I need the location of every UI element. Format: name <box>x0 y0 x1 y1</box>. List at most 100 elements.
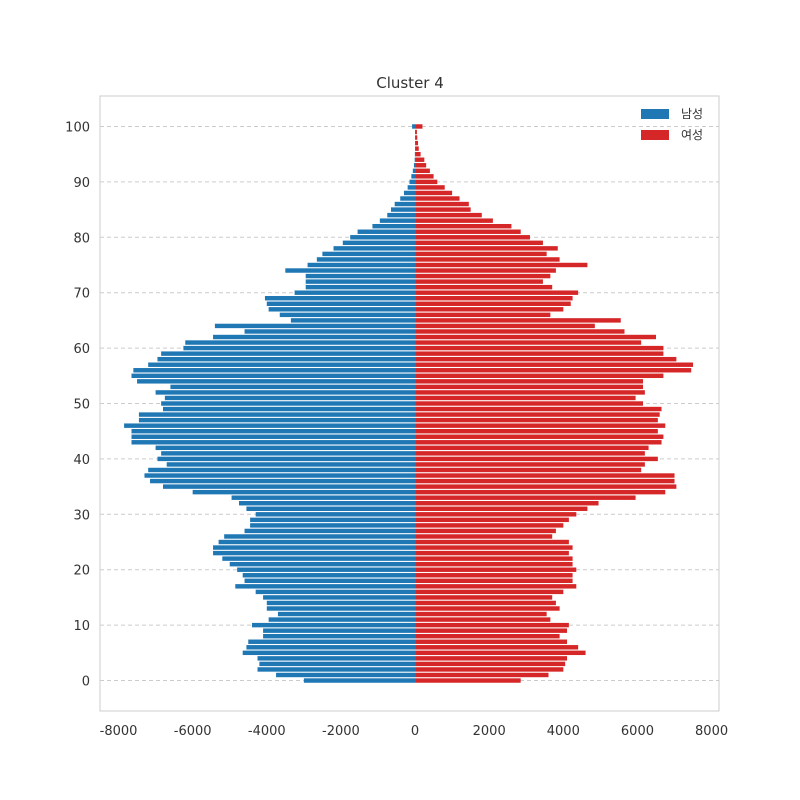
y-tick-label: 50 <box>73 398 90 413</box>
bar-male-29 <box>250 517 416 523</box>
bar-female-62 <box>415 334 656 340</box>
bar-female-22 <box>415 556 573 561</box>
y-axis-ticks: 0 10 20 30 40 50 60 70 80 90 100 <box>65 120 90 689</box>
bar-male-40 <box>157 456 416 462</box>
bar-male-11 <box>268 617 416 622</box>
bar-male-20 <box>237 567 416 572</box>
bar-male-1 <box>276 672 416 678</box>
bar-female-73 <box>415 273 551 279</box>
legend-label-female: 여성 <box>681 128 703 142</box>
bar-female-41 <box>415 451 645 456</box>
bar-male-9 <box>263 628 416 633</box>
bar-male-83 <box>379 218 416 223</box>
bar-female-21 <box>415 561 573 567</box>
bar-female-45 <box>415 428 658 434</box>
bar-female-39 <box>415 462 645 467</box>
bar-female-1 <box>415 672 549 678</box>
bar-female-100 <box>415 124 423 129</box>
bar-female-79 <box>415 240 543 246</box>
bar-female-12 <box>415 611 547 617</box>
y-tick-label: 70 <box>73 287 90 302</box>
bar-male-6 <box>246 645 416 650</box>
bar-male-67 <box>268 307 416 312</box>
bar-female-4 <box>415 656 568 661</box>
bar-female-37 <box>415 473 675 478</box>
bar-female-7 <box>415 639 568 644</box>
bar-male-35 <box>163 484 416 489</box>
y-tick-label: 30 <box>73 508 90 523</box>
bar-male-69 <box>264 296 416 301</box>
bar-male-4 <box>257 656 416 661</box>
bar-male-85 <box>390 207 416 212</box>
bar-male-31 <box>246 506 416 511</box>
bar-female-34 <box>415 489 666 495</box>
bar-male-14 <box>266 600 416 606</box>
bar-male-48 <box>138 412 416 417</box>
bar-male-33 <box>231 495 416 500</box>
bar-male-93 <box>413 163 416 168</box>
y-tick-label: 60 <box>73 342 90 357</box>
bar-male-30 <box>255 512 416 517</box>
bar-female-70 <box>415 290 579 295</box>
bar-male-28 <box>250 523 416 528</box>
x-tick-label: 0 <box>411 724 419 739</box>
bar-female-49 <box>415 406 662 412</box>
bar-female-67 <box>415 307 564 312</box>
bar-female-17 <box>415 584 577 589</box>
bar-female-33 <box>415 495 636 500</box>
bar-male-61 <box>185 340 416 345</box>
bar-female-61 <box>415 340 642 345</box>
x-tick-label: -2000 <box>322 724 360 739</box>
bar-female-30 <box>415 512 577 517</box>
bar-female-10 <box>415 622 569 628</box>
bar-female-13 <box>415 606 560 611</box>
bar-female-69 <box>415 296 573 301</box>
bar-male-100 <box>412 124 416 129</box>
bar-male-52 <box>155 390 416 395</box>
bar-male-42 <box>155 445 416 451</box>
bar-male-58 <box>157 356 416 362</box>
bar-male-0 <box>303 678 416 683</box>
bars-male <box>124 124 416 683</box>
bar-female-28 <box>415 523 564 528</box>
bar-male-27 <box>244 528 416 534</box>
bar-female-48 <box>415 412 660 417</box>
bar-male-75 <box>307 262 416 268</box>
bar-female-20 <box>415 567 577 572</box>
bar-female-93 <box>415 163 427 168</box>
bar-male-81 <box>357 229 416 234</box>
bar-female-91 <box>415 174 434 179</box>
bar-male-13 <box>266 606 416 611</box>
bar-female-71 <box>415 284 553 290</box>
bar-male-37 <box>144 473 416 478</box>
bar-male-77 <box>322 251 416 257</box>
bar-female-14 <box>415 600 556 606</box>
bar-male-18 <box>244 578 416 584</box>
bar-male-21 <box>229 561 416 567</box>
y-tick-label: 20 <box>73 564 90 579</box>
bar-female-63 <box>415 329 625 334</box>
bar-male-64 <box>214 323 416 329</box>
bar-female-38 <box>415 467 642 473</box>
bar-male-65 <box>290 318 416 323</box>
bar-male-91 <box>411 174 416 179</box>
legend-label-male: 남성 <box>681 107 703 121</box>
bar-male-7 <box>248 639 416 644</box>
x-axis-ticks: -8000 -6000 -4000 -2000 0 2000 4000 6000 8000 <box>100 724 728 739</box>
y-tick-label: 100 <box>65 120 90 135</box>
legend-swatch-male <box>641 109 669 119</box>
bar-female-66 <box>415 312 551 318</box>
bar-female-97 <box>415 140 419 146</box>
bar-female-0 <box>415 678 521 683</box>
bar-male-23 <box>213 550 416 556</box>
bar-male-80 <box>350 235 416 240</box>
bar-male-16 <box>255 589 416 595</box>
bar-female-81 <box>415 229 521 234</box>
bar-female-55 <box>415 373 664 379</box>
bar-male-84 <box>387 212 416 218</box>
bar-male-41 <box>161 451 416 456</box>
bar-male-56 <box>133 368 416 373</box>
bar-male-71 <box>305 284 416 290</box>
bar-female-89 <box>415 185 445 190</box>
